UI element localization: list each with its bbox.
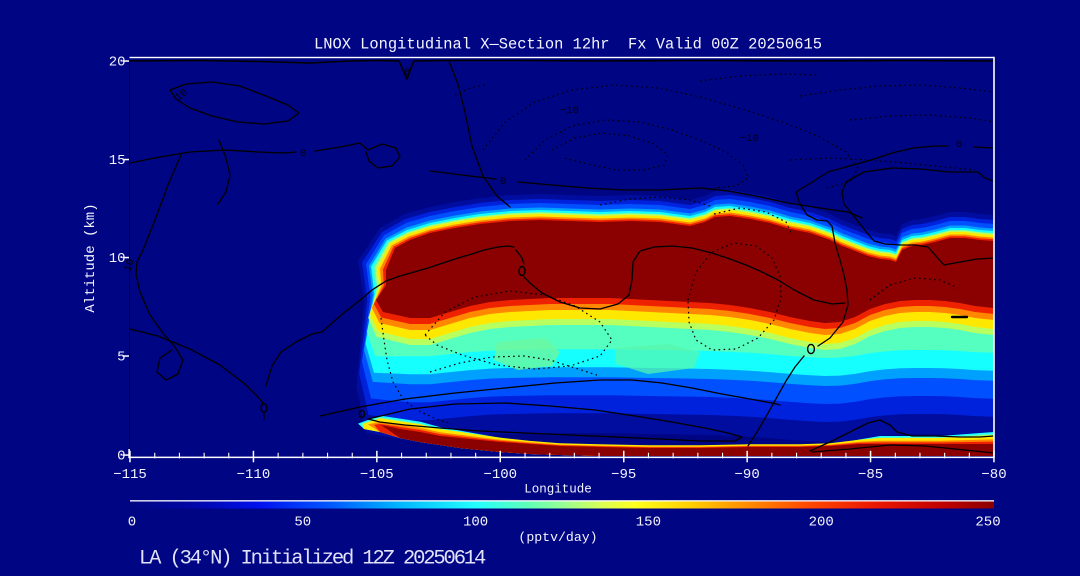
svg-text:−105: −105	[360, 467, 394, 483]
svg-text:−110: −110	[237, 467, 271, 483]
svg-text:−80: −80	[981, 467, 1006, 483]
svg-text:200: 200	[809, 515, 834, 531]
svg-text:10: 10	[109, 251, 126, 267]
svg-text:−90: −90	[735, 467, 760, 483]
svg-text:Altitude (km): Altitude (km)	[83, 203, 99, 312]
svg-text:0: 0	[956, 139, 962, 151]
svg-text:20: 20	[109, 55, 126, 71]
svg-text:100: 100	[463, 515, 488, 531]
svg-text:−115: −115	[113, 467, 147, 483]
svg-text:(pptv/day): (pptv/day)	[518, 530, 597, 545]
svg-text:0: 0	[300, 148, 306, 160]
svg-text:0: 0	[117, 449, 125, 465]
svg-text:LNOX Longitudinal X—Section 12: LNOX Longitudinal X—Section 12hr Fx Vali…	[314, 36, 822, 54]
svg-text:LA (34°N) Initialized 12Z 2025: LA (34°N) Initialized 12Z 20250614	[139, 548, 486, 571]
svg-text:250: 250	[975, 515, 1000, 531]
svg-text:50: 50	[294, 515, 311, 531]
svg-text:15: 15	[109, 153, 126, 169]
svg-text:150: 150	[636, 515, 661, 531]
svg-text:10: 10	[122, 258, 137, 274]
svg-text:0: 0	[500, 176, 506, 188]
svg-text:−85: −85	[858, 467, 883, 483]
svg-text:−100: −100	[483, 467, 517, 483]
svg-text:0: 0	[128, 515, 136, 531]
svg-text:−95: −95	[611, 467, 636, 483]
svg-text:−10: −10	[560, 105, 579, 117]
svg-text:−10: −10	[740, 133, 759, 145]
svg-text:0: 0	[404, 68, 410, 79]
svg-text:Longitude: Longitude	[524, 483, 592, 497]
svg-text:5: 5	[117, 350, 125, 366]
